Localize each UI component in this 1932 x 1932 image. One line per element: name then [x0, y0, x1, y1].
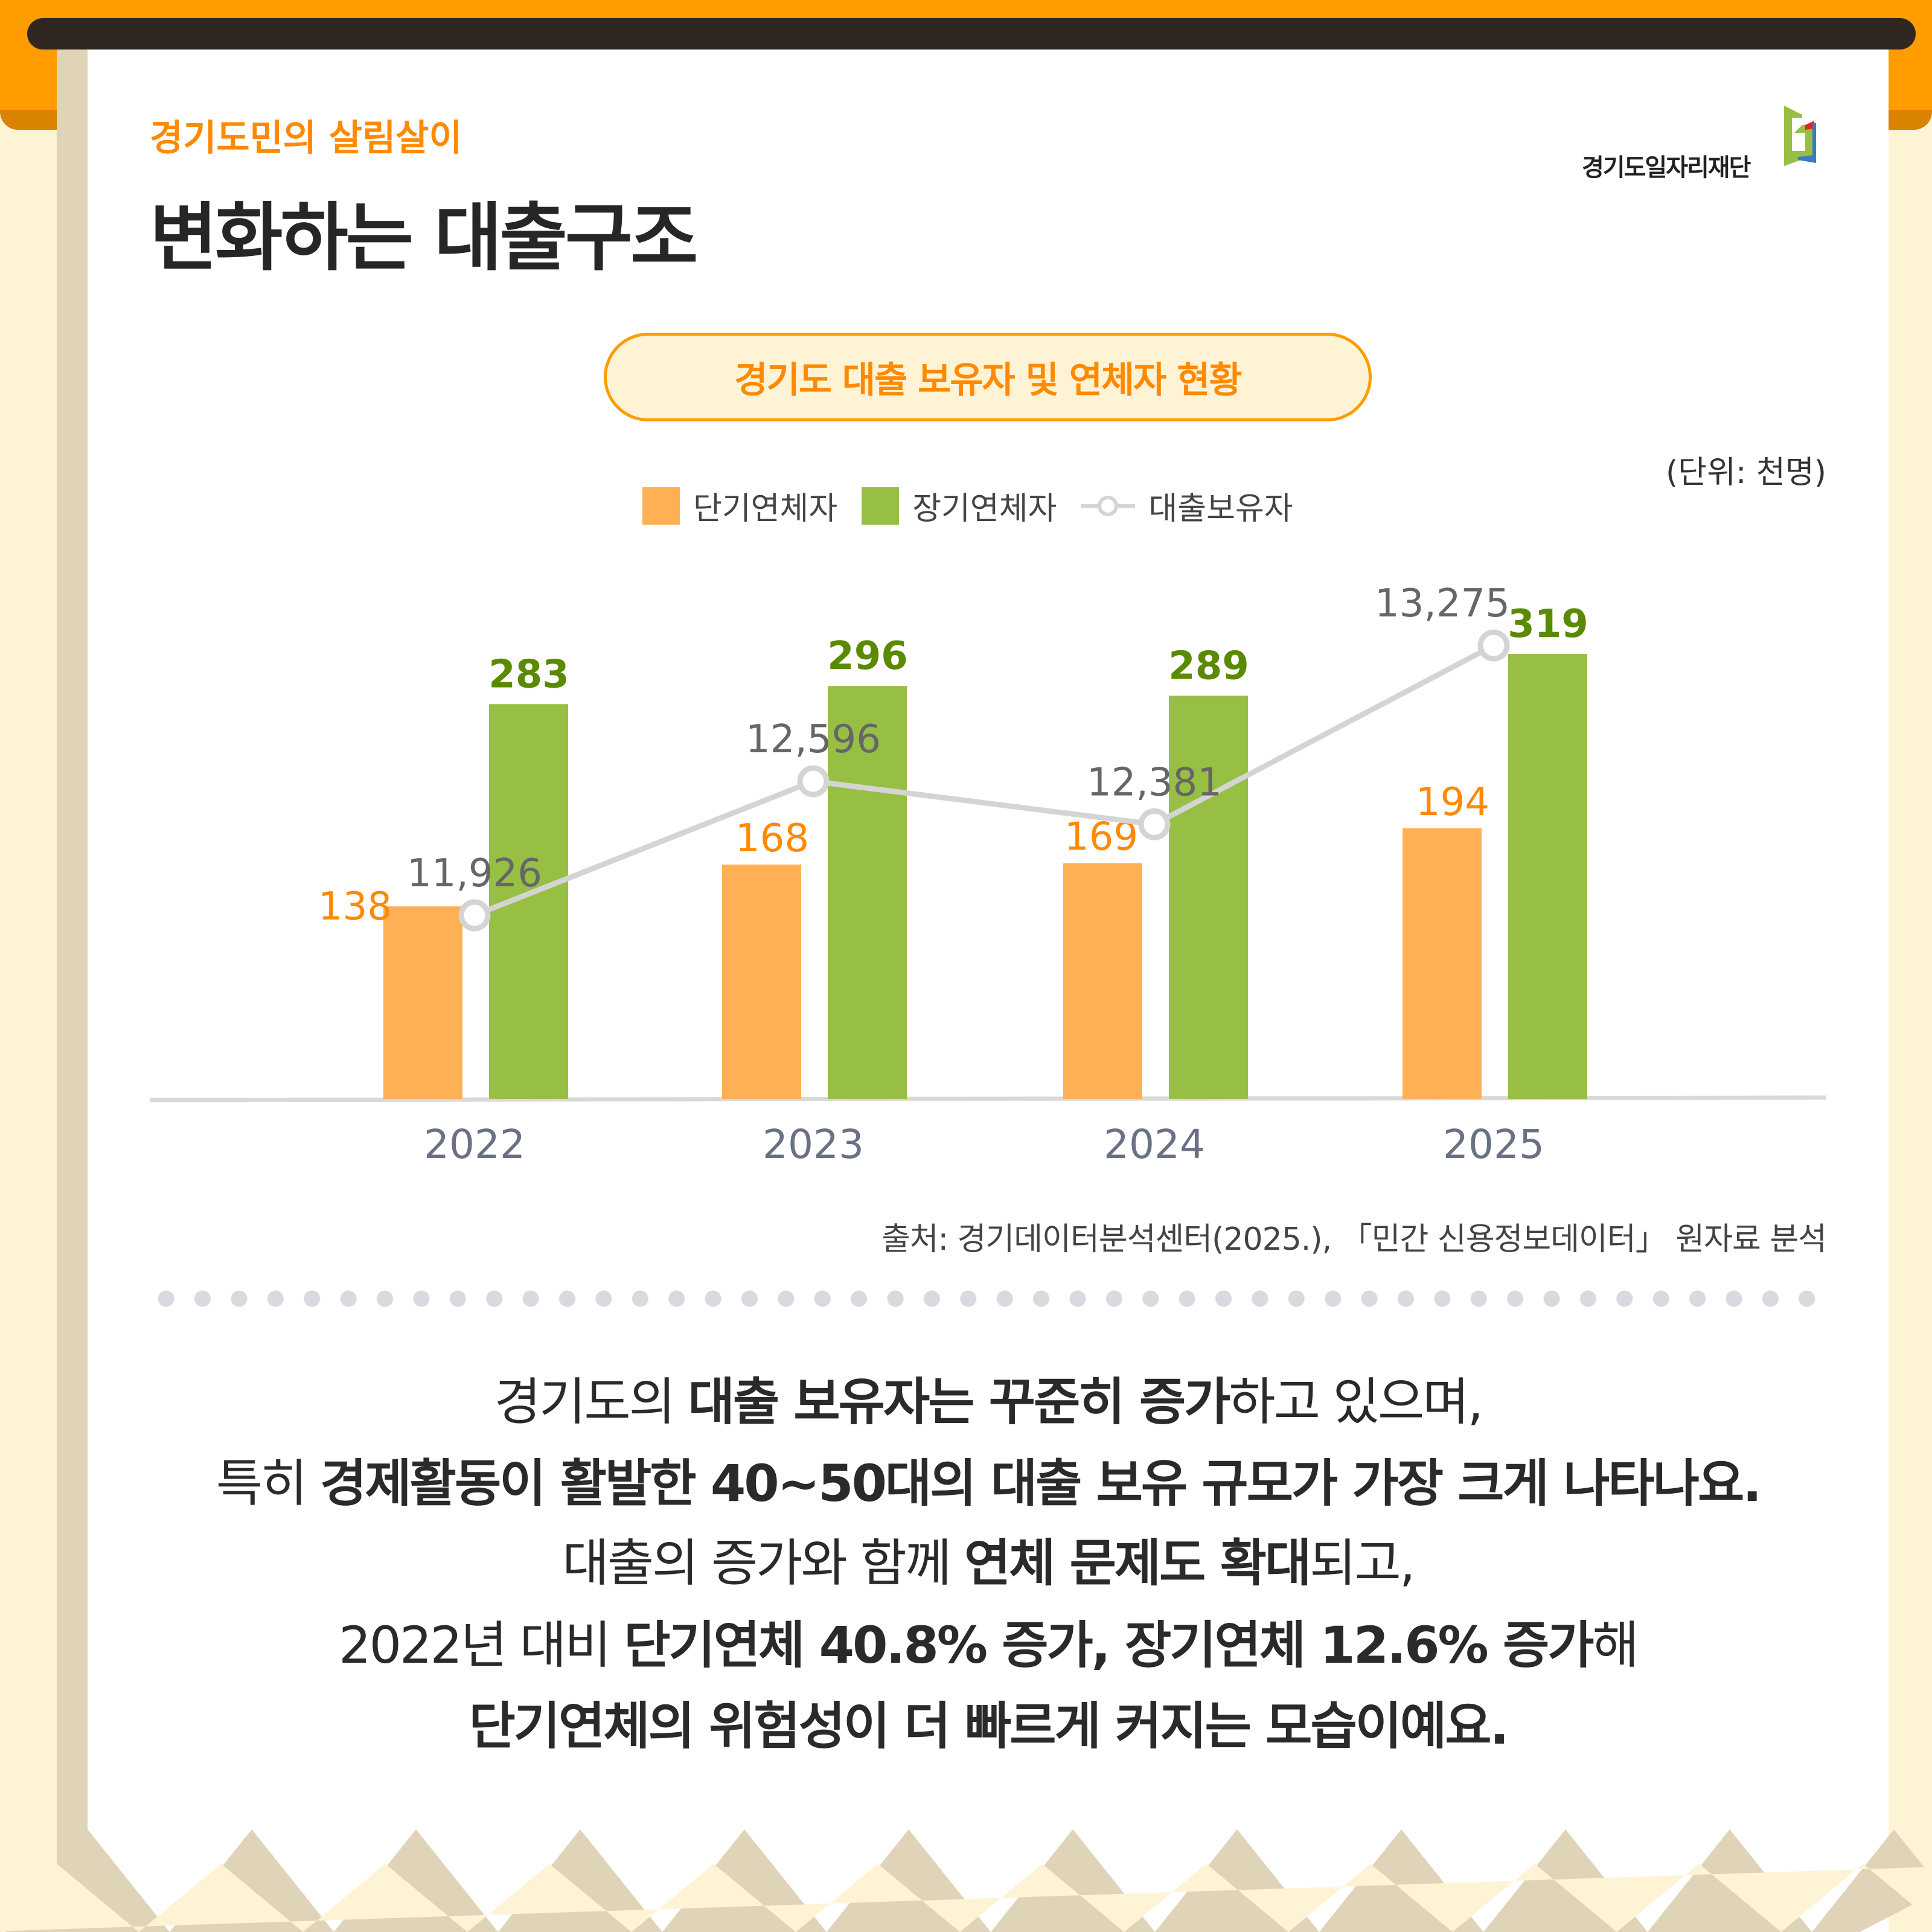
logo-mark-icon: [1784, 106, 1816, 166]
legend-label-long: 장기연체자: [912, 491, 1057, 527]
data-label-long: 283: [488, 652, 569, 697]
summary-text: 특히: [216, 1454, 321, 1513]
summary-text: 경기도의: [494, 1372, 688, 1431]
summary-emphasis: 경제활동이 활발한 40~50대의 대출 보유 규모가 가장 크게 나타나요.: [320, 1454, 1762, 1513]
x-tick-label: 2023: [763, 1121, 864, 1168]
zigzag-decoration: [0, 1829, 1932, 1932]
summary-text: 대출의 증가와 함께: [562, 1534, 964, 1593]
source-note: 출처: 경기데이터분석센터(2025.), 「민간 신용정보데이터」 원자료 분…: [881, 1221, 1827, 1258]
bar-short: [1403, 828, 1482, 1099]
data-label-short: 138: [318, 884, 392, 929]
summary-text: 해: [1592, 1616, 1639, 1675]
hanger-bar: [27, 18, 1916, 50]
line-point: [797, 765, 830, 798]
summary-text: 되고,: [1310, 1534, 1415, 1593]
summary-emphasis: 연체 문제도 확대: [964, 1534, 1311, 1593]
unit-label: (단위: 천명): [1666, 455, 1826, 491]
summary-emphasis: 단기연체 40.8% 증가, 장기연체 12.6% 증가: [624, 1616, 1594, 1675]
legend-line-marker-icon: [1081, 495, 1136, 516]
series-subtitle: 경기도민의 살림살이: [150, 117, 462, 159]
foundation-logo: 경기도일자리재단: [1582, 106, 1835, 196]
data-label-short: 168: [735, 816, 809, 861]
line-point: [1138, 808, 1171, 840]
summary-emphasis: 단기연체의 위험성이 더 빠르게 커지는 모습이예요.: [469, 1697, 1509, 1756]
x-tick-label: 2024: [1104, 1121, 1205, 1168]
legend-swatch-short: [642, 487, 680, 525]
bar-long: [828, 686, 907, 1099]
data-label-long: 289: [1168, 644, 1249, 688]
dotted-divider: [148, 1290, 1826, 1307]
data-label-long: 319: [1508, 602, 1588, 647]
bar-short: [383, 906, 462, 1099]
legend-label-short: 단기연체자: [693, 491, 838, 527]
x-tick-label: 2022: [424, 1121, 525, 1168]
page-title: 변화하는 대출구조: [150, 195, 698, 281]
bar-long: [489, 704, 568, 1099]
line-point: [1477, 629, 1510, 662]
summary-line: 단기연체의 위험성이 더 빠르게 커지는 모습이예요.: [88, 1686, 1889, 1759]
data-label-line: 12,596: [746, 717, 881, 762]
bar-short: [1063, 863, 1142, 1099]
summary-text: 하고 있으며,: [1229, 1372, 1483, 1431]
bar-long: [1508, 654, 1587, 1099]
legend-label-line: 대출보유자: [1148, 491, 1293, 527]
legend: 단기연체자 장기연체자 대출보유자: [642, 483, 1293, 528]
summary-line: 경기도의 대출 보유자는 꾸준히 증가하고 있으며,: [88, 1361, 1889, 1435]
line-series: [473, 643, 1495, 918]
summary-line: 특히 경제활동이 활발한 40~50대의 대출 보유 규모가 가장 크게 나타나…: [88, 1443, 1889, 1516]
chart-title: 경기도 대출 보유자 및 연체자 현황: [604, 333, 1372, 421]
bar-long: [1169, 696, 1248, 1099]
bar-short: [722, 864, 801, 1099]
data-label-short: 194: [1416, 780, 1489, 825]
data-label-line: 13,275: [1375, 581, 1510, 626]
summary-line: 대출의 증가와 함께 연체 문제도 확대되고,: [88, 1523, 1889, 1596]
summary-emphasis: 대출 보유자는 꾸준히 증가: [688, 1372, 1231, 1431]
legend-swatch-long: [862, 487, 900, 525]
line-point: [458, 899, 491, 932]
data-label-line: 11,926: [407, 851, 542, 896]
summary-text: 2022년 대비: [339, 1616, 624, 1675]
panel-side-strip: [57, 36, 88, 1932]
data-label-long: 296: [827, 634, 908, 679]
x-tick-label: 2025: [1443, 1121, 1544, 1168]
data-label-line: 12,381: [1087, 760, 1222, 805]
summary-line: 2022년 대비 단기연체 40.8% 증가, 장기연체 12.6% 증가해: [88, 1605, 1889, 1678]
